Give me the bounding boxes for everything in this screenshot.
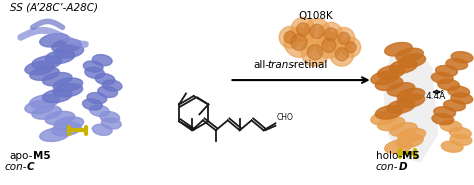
Ellipse shape <box>102 80 122 91</box>
Ellipse shape <box>432 114 454 125</box>
Ellipse shape <box>436 65 457 77</box>
Ellipse shape <box>438 79 459 90</box>
Circle shape <box>322 38 336 52</box>
Ellipse shape <box>30 67 59 80</box>
Ellipse shape <box>377 117 405 131</box>
Ellipse shape <box>387 100 415 113</box>
Ellipse shape <box>397 94 425 108</box>
Ellipse shape <box>30 95 59 108</box>
Ellipse shape <box>396 48 423 62</box>
Circle shape <box>284 27 314 57</box>
Circle shape <box>301 38 329 66</box>
Text: C: C <box>27 162 34 171</box>
Ellipse shape <box>85 67 105 78</box>
Ellipse shape <box>43 89 72 103</box>
Circle shape <box>291 17 315 41</box>
Text: M5: M5 <box>402 151 420 161</box>
Ellipse shape <box>95 74 115 85</box>
Circle shape <box>338 32 350 44</box>
Text: con-: con- <box>4 162 27 171</box>
Ellipse shape <box>52 39 81 53</box>
Circle shape <box>316 32 342 58</box>
Circle shape <box>279 26 301 48</box>
Text: Q108K: Q108K <box>299 11 333 21</box>
Text: SS (A’28C’-A28C): SS (A’28C’-A28C) <box>10 3 98 13</box>
Ellipse shape <box>25 100 55 114</box>
Circle shape <box>319 22 343 46</box>
Text: M5: M5 <box>33 151 50 161</box>
Ellipse shape <box>441 141 463 152</box>
Circle shape <box>330 42 354 66</box>
Text: -retinal: -retinal <box>290 60 328 70</box>
Ellipse shape <box>444 100 465 111</box>
Ellipse shape <box>390 60 417 73</box>
Text: trans: trans <box>267 60 294 70</box>
Ellipse shape <box>371 111 398 125</box>
Ellipse shape <box>448 86 470 97</box>
Text: holo-: holo- <box>376 151 402 161</box>
Text: CHO: CHO <box>276 113 293 122</box>
Text: 4.4Å: 4.4Å <box>425 92 446 101</box>
Ellipse shape <box>43 73 72 86</box>
Ellipse shape <box>397 88 425 102</box>
Ellipse shape <box>45 50 75 64</box>
Ellipse shape <box>40 128 69 142</box>
Ellipse shape <box>52 122 81 136</box>
Text: con-: con- <box>376 162 399 171</box>
Ellipse shape <box>398 128 426 142</box>
Circle shape <box>296 23 310 36</box>
Ellipse shape <box>390 123 417 136</box>
Polygon shape <box>383 47 438 163</box>
Ellipse shape <box>398 54 426 68</box>
Ellipse shape <box>449 127 471 138</box>
Ellipse shape <box>54 45 83 58</box>
Circle shape <box>304 18 330 44</box>
Circle shape <box>291 34 307 51</box>
Circle shape <box>333 27 355 49</box>
Ellipse shape <box>92 124 112 135</box>
Ellipse shape <box>375 105 403 119</box>
Ellipse shape <box>431 72 453 83</box>
Ellipse shape <box>371 71 398 85</box>
Ellipse shape <box>53 78 82 91</box>
Text: D: D <box>399 162 407 171</box>
Ellipse shape <box>32 56 62 69</box>
Ellipse shape <box>45 111 75 125</box>
Ellipse shape <box>32 106 62 119</box>
Ellipse shape <box>25 61 55 75</box>
Circle shape <box>307 45 323 60</box>
Text: apo-: apo- <box>9 151 33 161</box>
Circle shape <box>324 28 337 41</box>
Text: all-: all- <box>253 60 269 70</box>
Ellipse shape <box>440 120 462 132</box>
Ellipse shape <box>101 118 121 129</box>
Ellipse shape <box>396 134 423 148</box>
Ellipse shape <box>451 52 473 63</box>
Ellipse shape <box>446 58 468 70</box>
Ellipse shape <box>98 86 118 97</box>
Ellipse shape <box>40 34 69 47</box>
Ellipse shape <box>385 140 412 154</box>
Ellipse shape <box>377 65 405 79</box>
Ellipse shape <box>387 83 415 96</box>
Ellipse shape <box>100 112 119 123</box>
Ellipse shape <box>92 55 112 66</box>
Circle shape <box>345 42 356 53</box>
Ellipse shape <box>451 93 473 104</box>
Circle shape <box>341 37 361 57</box>
Ellipse shape <box>90 105 109 116</box>
Circle shape <box>310 24 324 38</box>
Ellipse shape <box>434 107 456 118</box>
Circle shape <box>335 48 348 61</box>
Ellipse shape <box>83 61 103 72</box>
Circle shape <box>284 31 296 43</box>
Ellipse shape <box>53 84 82 97</box>
Ellipse shape <box>375 77 403 90</box>
Ellipse shape <box>87 92 107 104</box>
Ellipse shape <box>54 117 83 130</box>
Ellipse shape <box>82 99 102 110</box>
Ellipse shape <box>385 42 412 56</box>
Ellipse shape <box>450 134 472 145</box>
